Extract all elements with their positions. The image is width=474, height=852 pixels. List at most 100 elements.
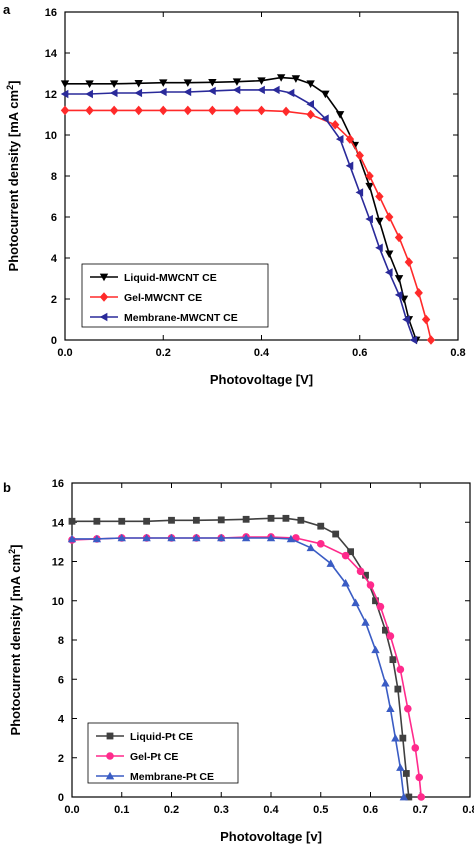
data-point	[192, 516, 200, 524]
x-tick-label: 0.8	[462, 804, 474, 816]
x-tick-label: 0.6	[363, 804, 378, 816]
y-tick-label: 8	[58, 635, 64, 647]
y-axis-title-group: Photocurrent density [mA cm2]	[5, 81, 21, 272]
data-point	[375, 217, 384, 226]
data-point	[371, 645, 380, 654]
data-point	[361, 618, 370, 626]
data-point	[409, 335, 418, 345]
data-point	[341, 551, 350, 560]
legend: Liquid-MWCNT CE Gel-MWCNT CE Membrane-MWCN…	[81, 263, 269, 328]
x-axis-title: Photovoltage [v]	[220, 829, 322, 844]
x-axis-title: Photovoltage [V]	[210, 372, 313, 387]
data-point	[257, 77, 266, 85]
data-point	[362, 571, 369, 579]
data-point	[335, 134, 344, 144]
data-point	[183, 87, 192, 97]
y-tick-label: 0	[58, 792, 64, 804]
data-point	[183, 79, 193, 87]
data-point	[109, 88, 118, 98]
data-point	[355, 188, 364, 197]
data-point	[375, 191, 384, 202]
data-point	[208, 105, 217, 116]
data-point	[208, 86, 216, 96]
data-point	[257, 85, 265, 95]
data-point	[341, 578, 350, 587]
data-point	[168, 516, 175, 524]
y-tick-label: 2	[58, 753, 64, 765]
data-point	[411, 744, 420, 752]
chart-panel-a: a 0.0 0.2 0.4 0.6 0.8 0 2 4 6 8 10 12 14 16 Photovoltag…	[3, 2, 466, 387]
y-tick-label: 10	[45, 130, 57, 142]
data-point	[143, 517, 151, 525]
legend-marker	[99, 312, 108, 322]
panel-label: a	[3, 2, 11, 17]
y-tick-label: 16	[45, 7, 57, 19]
y-axis-title: Photocurrent density [mA cm2]	[7, 545, 23, 736]
data-point	[402, 315, 410, 324]
series-line	[65, 109, 432, 341]
y-tick-label: 12	[45, 89, 57, 101]
data-point	[85, 89, 93, 99]
data-point	[394, 275, 404, 283]
data-point	[332, 530, 340, 538]
data-point	[391, 733, 400, 742]
data-point	[85, 105, 94, 116]
data-point	[316, 540, 325, 548]
data-point	[376, 602, 385, 611]
data-point	[159, 105, 168, 116]
data-point	[272, 85, 280, 95]
data-point	[396, 665, 405, 674]
data-point	[381, 678, 390, 687]
data-point	[365, 182, 374, 191]
series-line	[72, 517, 410, 798]
legend-label: Membrane-MWCNT CE	[124, 312, 238, 324]
x-tick-label: 0.2	[164, 804, 179, 816]
legend-marker	[99, 292, 109, 302]
series-3	[60, 85, 418, 345]
legend-marker	[99, 273, 109, 282]
data-point	[286, 534, 296, 543]
data-point	[85, 80, 94, 88]
data-point	[60, 89, 69, 99]
data-point	[404, 257, 414, 267]
data-point	[317, 522, 325, 530]
series-line	[65, 89, 415, 341]
data-point	[366, 581, 375, 589]
data-point	[347, 548, 354, 556]
data-point	[232, 85, 241, 95]
data-point	[232, 105, 242, 116]
data-point	[399, 734, 407, 742]
data-point	[330, 119, 340, 130]
data-point	[134, 79, 143, 88]
data-point	[257, 105, 266, 116]
panel-label: b	[3, 480, 11, 495]
data-point	[421, 314, 431, 325]
data-point	[414, 288, 423, 298]
data-point	[426, 335, 436, 345]
y-tick-label: 4	[51, 253, 58, 265]
data-point	[217, 516, 225, 524]
data-point	[351, 598, 360, 607]
data-point	[365, 171, 374, 181]
y-tick-label: 0	[51, 335, 57, 347]
data-point	[321, 114, 329, 123]
y-tick-label: 8	[51, 171, 57, 183]
data-point	[417, 793, 426, 801]
data-point	[159, 79, 168, 87]
data-point	[335, 111, 345, 119]
data-point	[389, 656, 397, 664]
series-line	[65, 76, 417, 341]
data-point	[385, 268, 393, 277]
chart-panel-b: b 0.0 0.1 0.2 0.3 0.4 0.5 0.6 0.7 0.8 0 2 4 6 8 10 12 14 1…	[3, 478, 474, 844]
data-point	[142, 533, 151, 542]
data-point	[134, 88, 143, 98]
legend-marker	[105, 771, 115, 780]
x-tick-label: 0.3	[214, 804, 229, 816]
data-point	[404, 704, 412, 713]
data-point	[405, 793, 413, 801]
series-3	[67, 533, 409, 801]
legend-marker	[106, 732, 114, 740]
data-point	[208, 78, 217, 87]
data-point	[326, 559, 335, 567]
data-point	[167, 533, 176, 542]
